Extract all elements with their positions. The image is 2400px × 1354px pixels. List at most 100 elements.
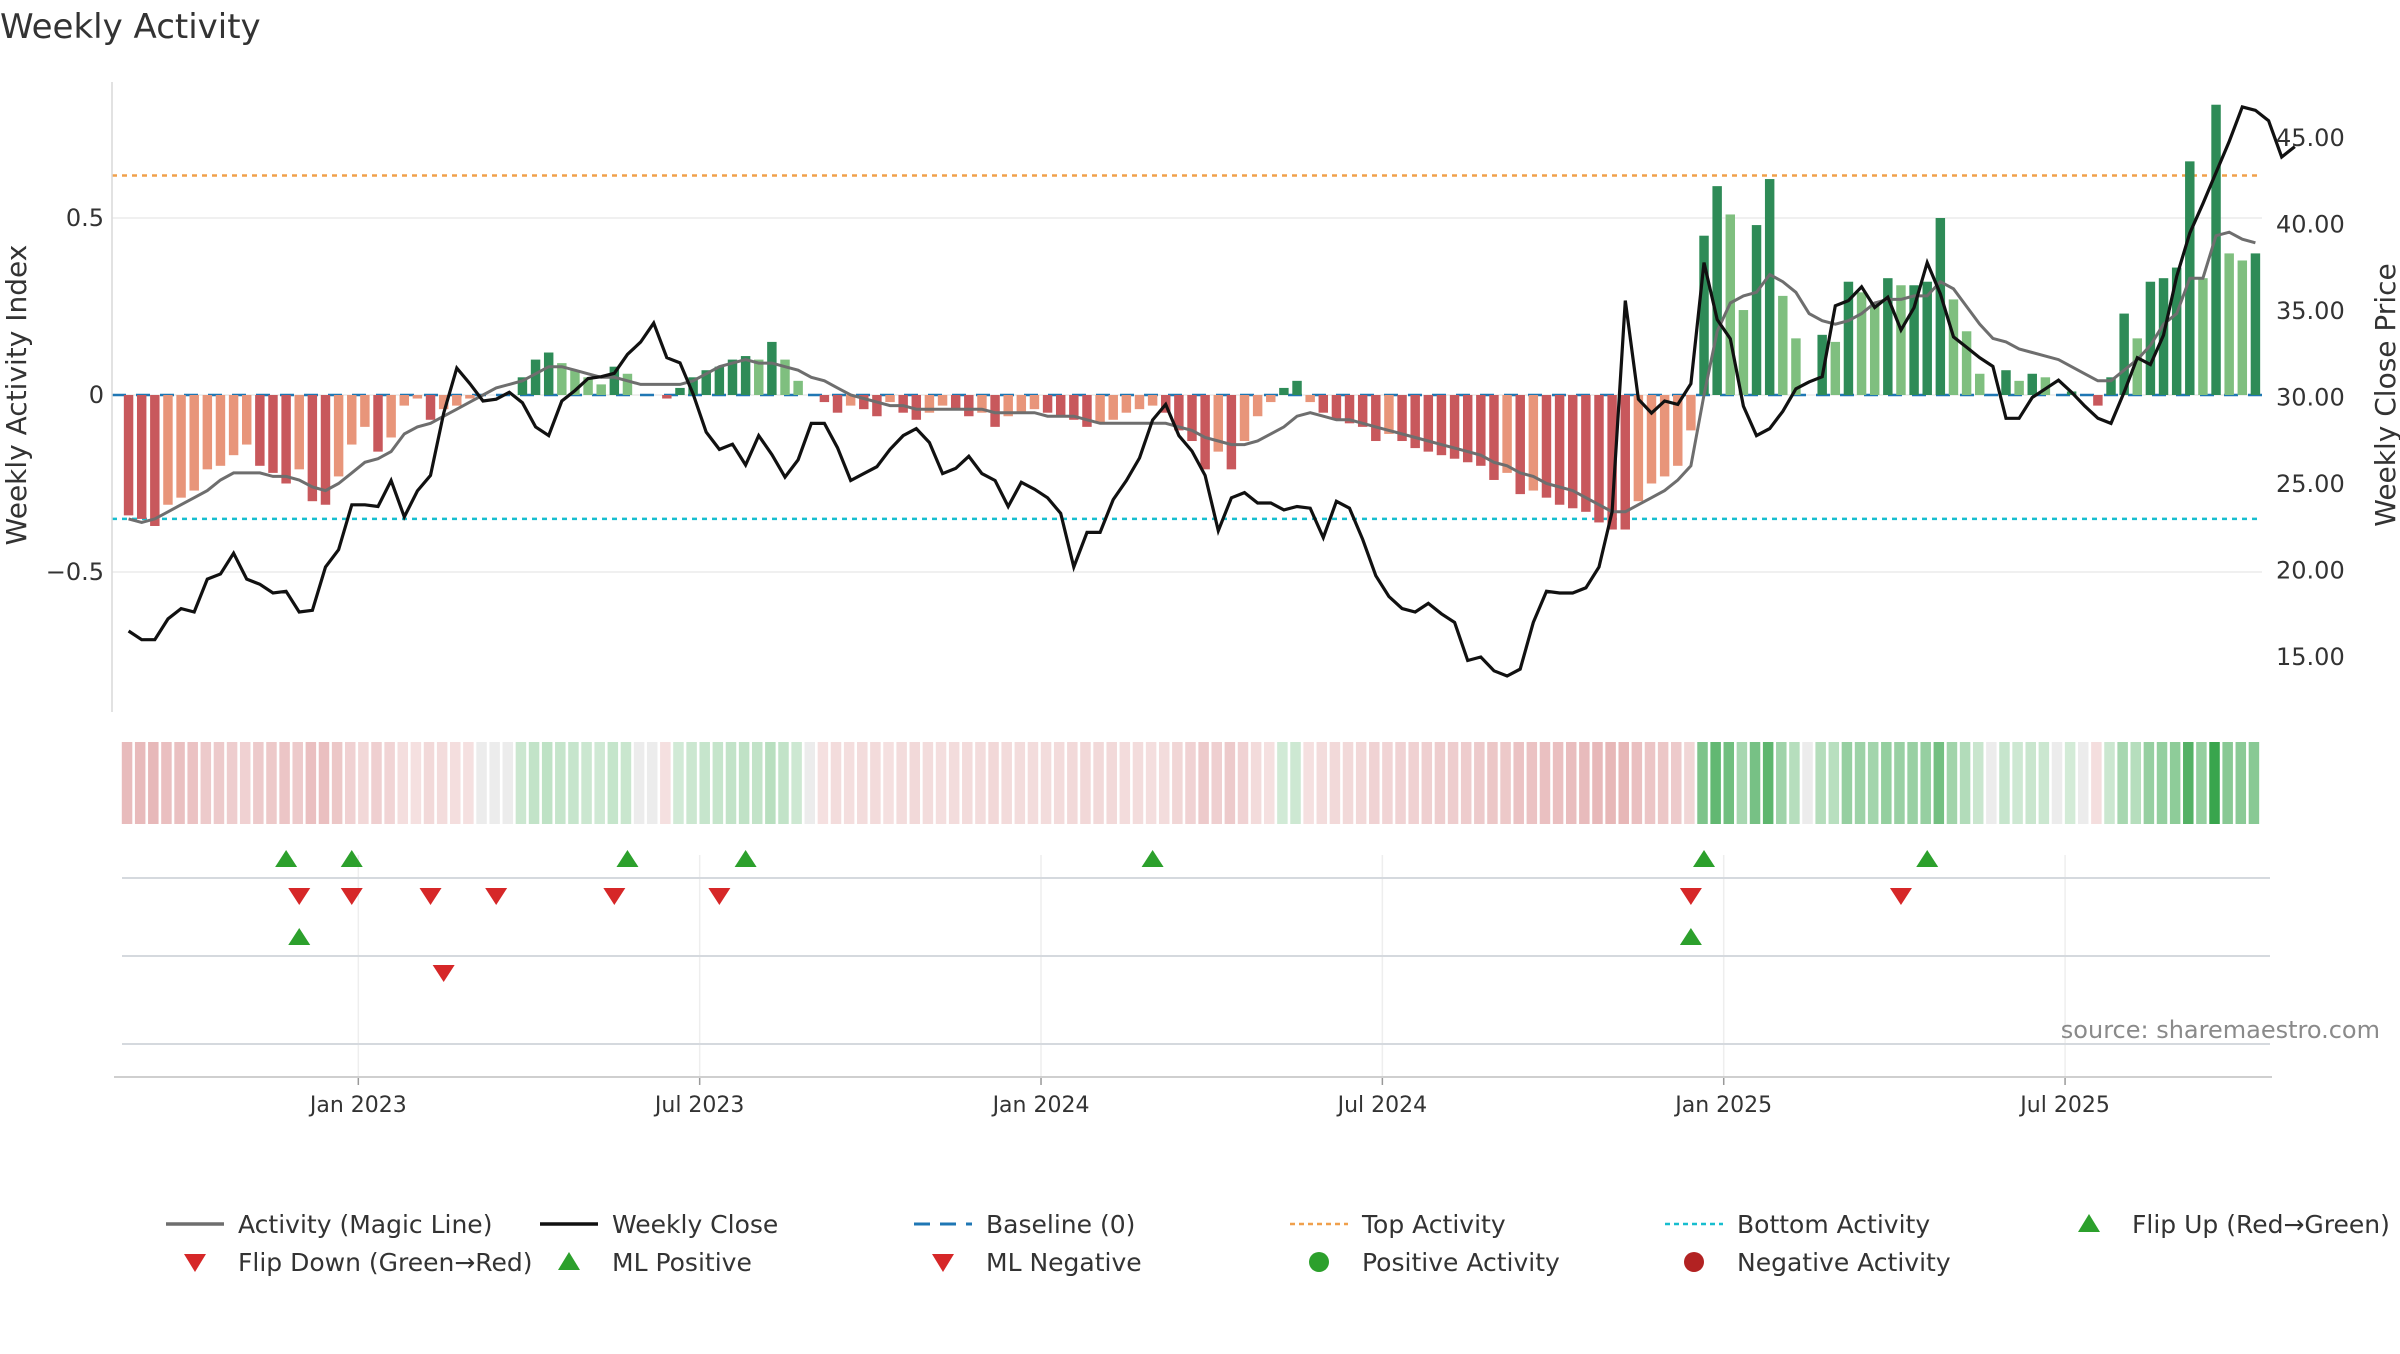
activity-bar [1764, 179, 1775, 395]
heat-strip-cell [1395, 742, 1406, 824]
heat-strip-cell [1605, 742, 1616, 824]
activity-bar [977, 395, 987, 413]
heat-strip-cell [1697, 742, 1708, 824]
activity-bar [754, 359, 764, 395]
activity-bar [1239, 395, 1250, 442]
right-axis-title: Weekly Close Price [2369, 263, 2400, 526]
activity-bar [1686, 395, 1696, 431]
activity-bar [1331, 395, 1342, 420]
activity-bar [1436, 395, 1447, 456]
heat-strip-cell [1644, 742, 1656, 824]
flip-up-marker [275, 850, 298, 867]
heat-strip-cell [200, 742, 212, 824]
heat-strip-cell [1474, 742, 1485, 824]
flip-down-marker [1889, 888, 1912, 905]
activity-bar [412, 395, 423, 399]
heat-strip-cell [1382, 742, 1393, 824]
activity-bar [1502, 395, 1512, 473]
heat-strip-cell [594, 742, 605, 824]
activity-bar [1318, 395, 1329, 413]
activity-bar [1449, 395, 1460, 459]
legend-item: Flip Up (Red→Green) [2078, 1210, 2390, 1239]
activity-bar [1581, 395, 1591, 512]
activity-bar [136, 395, 147, 519]
heat-strip-cell [817, 742, 829, 824]
heat-strip-cell [266, 742, 277, 824]
activity-bar [1121, 395, 1132, 413]
heat-strip-cell [528, 742, 540, 824]
activity-bar [2093, 395, 2103, 406]
heat-strip-cell [450, 742, 461, 824]
legend-label: Negative Activity [1737, 1248, 1951, 1277]
heat-strip-cell [1972, 742, 1984, 824]
heat-strip-cell [1999, 742, 2010, 824]
activity-bar [452, 395, 462, 406]
heat-strip-cell [988, 742, 999, 824]
heat-strip-cell [1421, 742, 1433, 824]
flip-down-marker [603, 888, 626, 905]
activity-bar [675, 387, 685, 395]
heat-strip-cell [436, 742, 448, 824]
heat-strip-cell [1526, 742, 1538, 824]
activity-bar [2040, 377, 2051, 395]
heat-strip-cell [2196, 742, 2207, 824]
heat-strip-cell [1303, 742, 1314, 824]
activity-bar [1371, 395, 1381, 442]
left-tick-label: 0 [89, 381, 104, 409]
heat-strip-cell [161, 742, 172, 824]
activity-bar [596, 384, 606, 395]
activity-bar [1489, 395, 1499, 480]
activity-bar [386, 395, 396, 438]
heat-strip-cell [1710, 742, 1721, 824]
heat-strip-cell [791, 742, 802, 824]
heat-strip-cell [344, 742, 356, 824]
heat-strip-cell [725, 742, 737, 824]
heat-strip-cell [384, 742, 395, 824]
heat-strip-cell [804, 742, 816, 824]
heat-strip-cell [187, 742, 198, 824]
activity-bar [767, 341, 777, 395]
heat-strip-cell [1920, 742, 1931, 824]
activity-bar [1108, 395, 1118, 420]
heat-strip-cell [1264, 742, 1275, 824]
activity-bar [1541, 395, 1552, 498]
activity-bar [202, 395, 213, 470]
activity-bar [2198, 278, 2208, 395]
heat-strip-cell [1579, 742, 1590, 824]
flip-up-marker [1916, 850, 1939, 867]
heat-strip-cell [1067, 742, 1078, 824]
activity-bar [1095, 395, 1105, 424]
activity-bar [1778, 295, 1788, 395]
activity-bar [307, 395, 318, 502]
heat-strip-cell [1053, 742, 1065, 824]
activity-bar [530, 359, 541, 395]
flip-down-marker [288, 888, 311, 905]
heat-strip-cell [1447, 742, 1459, 824]
heat-strip-cell [870, 742, 881, 824]
activity-bar [176, 395, 186, 498]
activity-bar [241, 395, 252, 445]
x-tick-label: Jul 2025 [2018, 1093, 2110, 1118]
heat-strip-cell [1342, 742, 1354, 824]
activity-bar [885, 395, 895, 403]
right-tick-label: 25.00 [2276, 470, 2345, 498]
heat-strip-cell [515, 742, 527, 824]
heat-strip-cell [1828, 742, 1840, 824]
heat-strip-cell [292, 742, 303, 824]
legend-swatch [932, 1254, 954, 1272]
legend-item: ML Positive [558, 1248, 752, 1277]
left-tick-label: 0.5 [66, 204, 104, 232]
activity-bar [583, 377, 593, 395]
activity-bar [1633, 395, 1644, 502]
x-tick-label: Jan 2024 [991, 1093, 1090, 1118]
activity-bar [1791, 338, 1801, 395]
activity-bar [360, 395, 370, 427]
activity-bar [937, 395, 948, 406]
heat-strip-cell [1172, 742, 1183, 824]
activity-bar [1935, 218, 1946, 395]
heat-strip-cell [1355, 742, 1367, 824]
heat-strip-cell [502, 742, 514, 824]
heat-strip-cell [1933, 742, 1945, 824]
activity-bar [1856, 292, 1867, 395]
